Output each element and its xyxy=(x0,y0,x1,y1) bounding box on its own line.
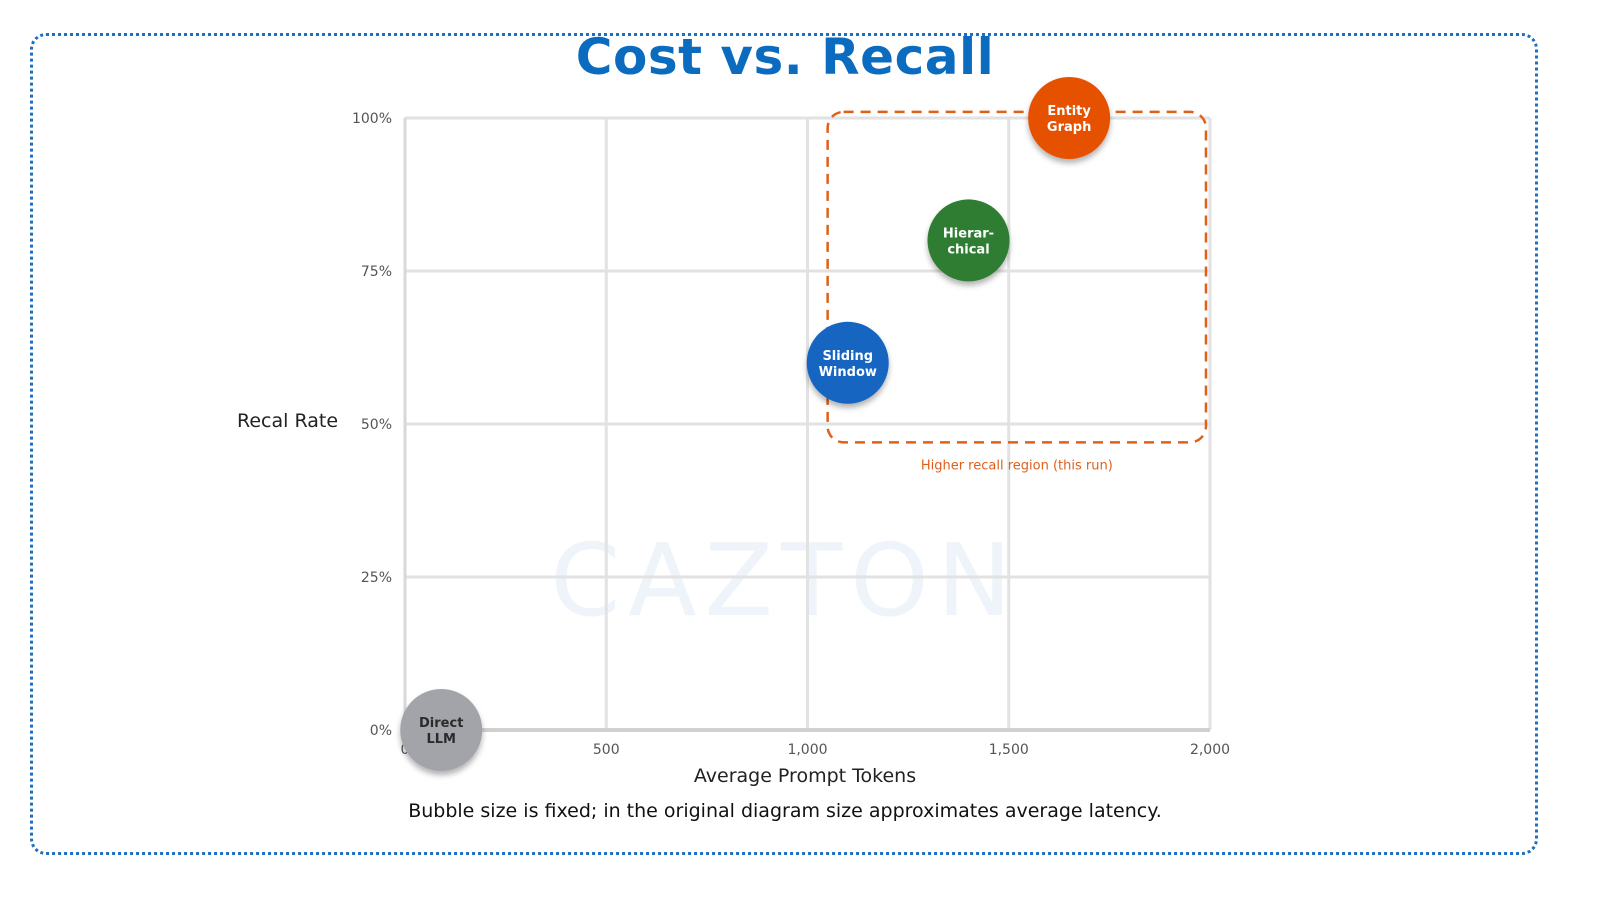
bubble-label: Graph xyxy=(1047,120,1091,135)
chart-caption: Bubble size is fixed; in the original di… xyxy=(408,800,1162,822)
x-tick-label: 1,000 xyxy=(787,742,827,758)
bubble-label: Entity xyxy=(1047,104,1091,119)
bubble-circle xyxy=(400,689,483,771)
higher-recall-region xyxy=(826,110,1208,444)
y-tick-label: 75% xyxy=(361,264,392,280)
x-tick-label: 1,500 xyxy=(989,742,1029,758)
y-tick-label: 50% xyxy=(361,417,392,433)
y-tick-label: 25% xyxy=(361,570,392,586)
x-tick-label: 2,000 xyxy=(1190,742,1230,758)
bubble-hierar--chical: Hierar-chical xyxy=(927,199,1010,282)
y-tick-label: 100% xyxy=(352,111,392,127)
watermark: CAZTON xyxy=(550,522,1019,639)
y-tick-label: 0% xyxy=(370,723,392,739)
x-tick-label: 500 xyxy=(593,742,620,758)
bubble-label: Window xyxy=(819,365,877,380)
bubble-label: Hierar- xyxy=(943,226,994,241)
bubble-label: chical xyxy=(947,242,989,257)
bubble-circle xyxy=(1028,77,1111,159)
y-axis-label: Recal Rate xyxy=(237,410,339,432)
x-axis-label: Average Prompt Tokens xyxy=(693,765,917,787)
chart-title: Cost vs. Recall xyxy=(575,28,995,86)
region-label: Higher recall region (this run) xyxy=(921,458,1113,473)
bubble-circle xyxy=(806,321,889,404)
bubble-label: Direct xyxy=(419,716,463,731)
x-tick-label: 0 xyxy=(401,742,410,758)
chart-frame xyxy=(30,33,1538,855)
bubble-label: LLM xyxy=(426,732,456,747)
bubble-label: Sliding xyxy=(822,349,873,364)
bubble-circle xyxy=(927,199,1010,282)
